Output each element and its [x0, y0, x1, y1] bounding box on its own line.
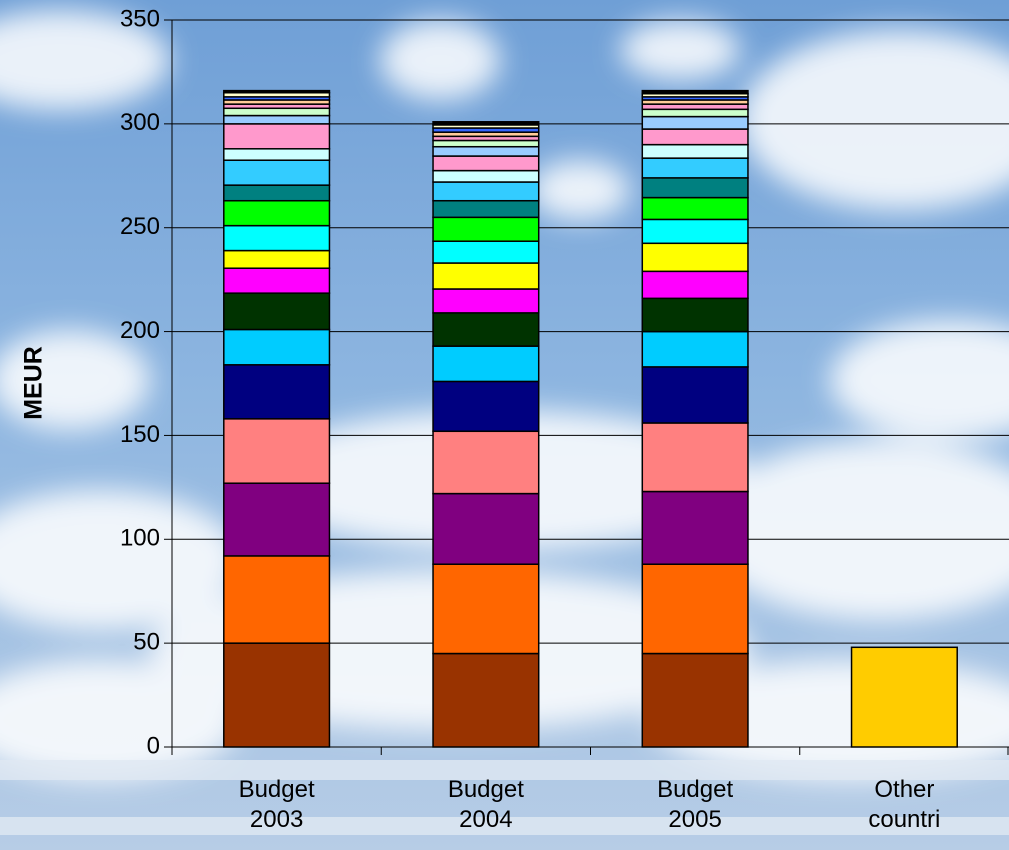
stripe	[0, 817, 1009, 835]
bar-segment	[223, 292, 331, 331]
bar-segment	[432, 240, 540, 264]
bar-segment	[223, 642, 331, 748]
bar-segment	[223, 184, 331, 202]
bar-segment	[641, 128, 749, 146]
y-axis-label: MEUR	[20, 346, 48, 420]
bar-segment	[223, 224, 331, 252]
bar-segment	[432, 139, 540, 148]
y-tick-label: 200	[120, 317, 160, 344]
bar-segment	[641, 652, 749, 748]
x-tick-label: Budget 2003	[238, 776, 315, 833]
y-tick-label: 250	[120, 213, 160, 240]
bar-segment	[432, 121, 540, 126]
bar-segment	[223, 89, 331, 94]
bar-segment	[641, 89, 749, 95]
bar-segment	[432, 652, 540, 748]
bar-segment	[641, 177, 749, 199]
bar-segment	[432, 169, 540, 183]
x-tick-label: Budget 2005	[657, 776, 734, 833]
bar-segment	[641, 242, 749, 273]
stripe	[0, 760, 1009, 780]
bar-segment	[850, 646, 958, 748]
x-tick-label: Other countri	[868, 776, 941, 833]
bar-segment	[641, 563, 749, 655]
bar-segment	[223, 159, 331, 186]
y-tick-label: 300	[120, 109, 160, 136]
bar-segment	[223, 107, 331, 117]
y-tick-label: 150	[120, 421, 160, 448]
bar-segment	[432, 563, 540, 655]
bar-segment	[223, 267, 331, 294]
bar-segment	[641, 108, 749, 118]
y-tick-label: 50	[133, 628, 160, 655]
y-tick-label: 350	[120, 5, 160, 32]
bar-segment	[641, 422, 749, 493]
bar-segment	[223, 364, 331, 420]
bar-segment	[432, 430, 540, 495]
bar-segment	[223, 249, 331, 269]
bar-segment	[432, 345, 540, 383]
bar-segment	[641, 115, 749, 130]
bar-segment	[432, 145, 540, 157]
bar-segment	[641, 218, 749, 245]
bar-segment	[432, 181, 540, 202]
bar-segment	[641, 490, 749, 565]
bar-segment	[223, 328, 331, 366]
bar-segment	[641, 196, 749, 221]
bar-segment	[641, 103, 749, 111]
bar-segment	[641, 157, 749, 179]
bar-segment	[223, 199, 331, 227]
bar-segment	[641, 366, 749, 424]
bar-segment	[223, 114, 331, 125]
y-tick-label: 100	[120, 525, 160, 552]
bar-segment	[432, 262, 540, 290]
bar-segment	[432, 312, 540, 347]
bar-segment	[641, 270, 749, 300]
bar-segment	[223, 123, 331, 150]
bar-segment	[223, 555, 331, 644]
bar-segment	[223, 148, 331, 161]
bar-segment	[432, 288, 540, 314]
bar-segment	[641, 330, 749, 368]
bar-segment	[223, 482, 331, 557]
bar-segment	[641, 143, 749, 159]
bar-segment	[223, 418, 331, 484]
bar-segment	[432, 380, 540, 433]
bar-segment	[432, 492, 540, 565]
y-tick-label: 0	[147, 732, 160, 759]
x-tick-label: Budget 2004	[447, 776, 524, 833]
bar-segment	[641, 297, 749, 333]
bar-segment	[432, 199, 540, 219]
bar-segment	[432, 155, 540, 172]
bar-segment	[432, 216, 540, 242]
